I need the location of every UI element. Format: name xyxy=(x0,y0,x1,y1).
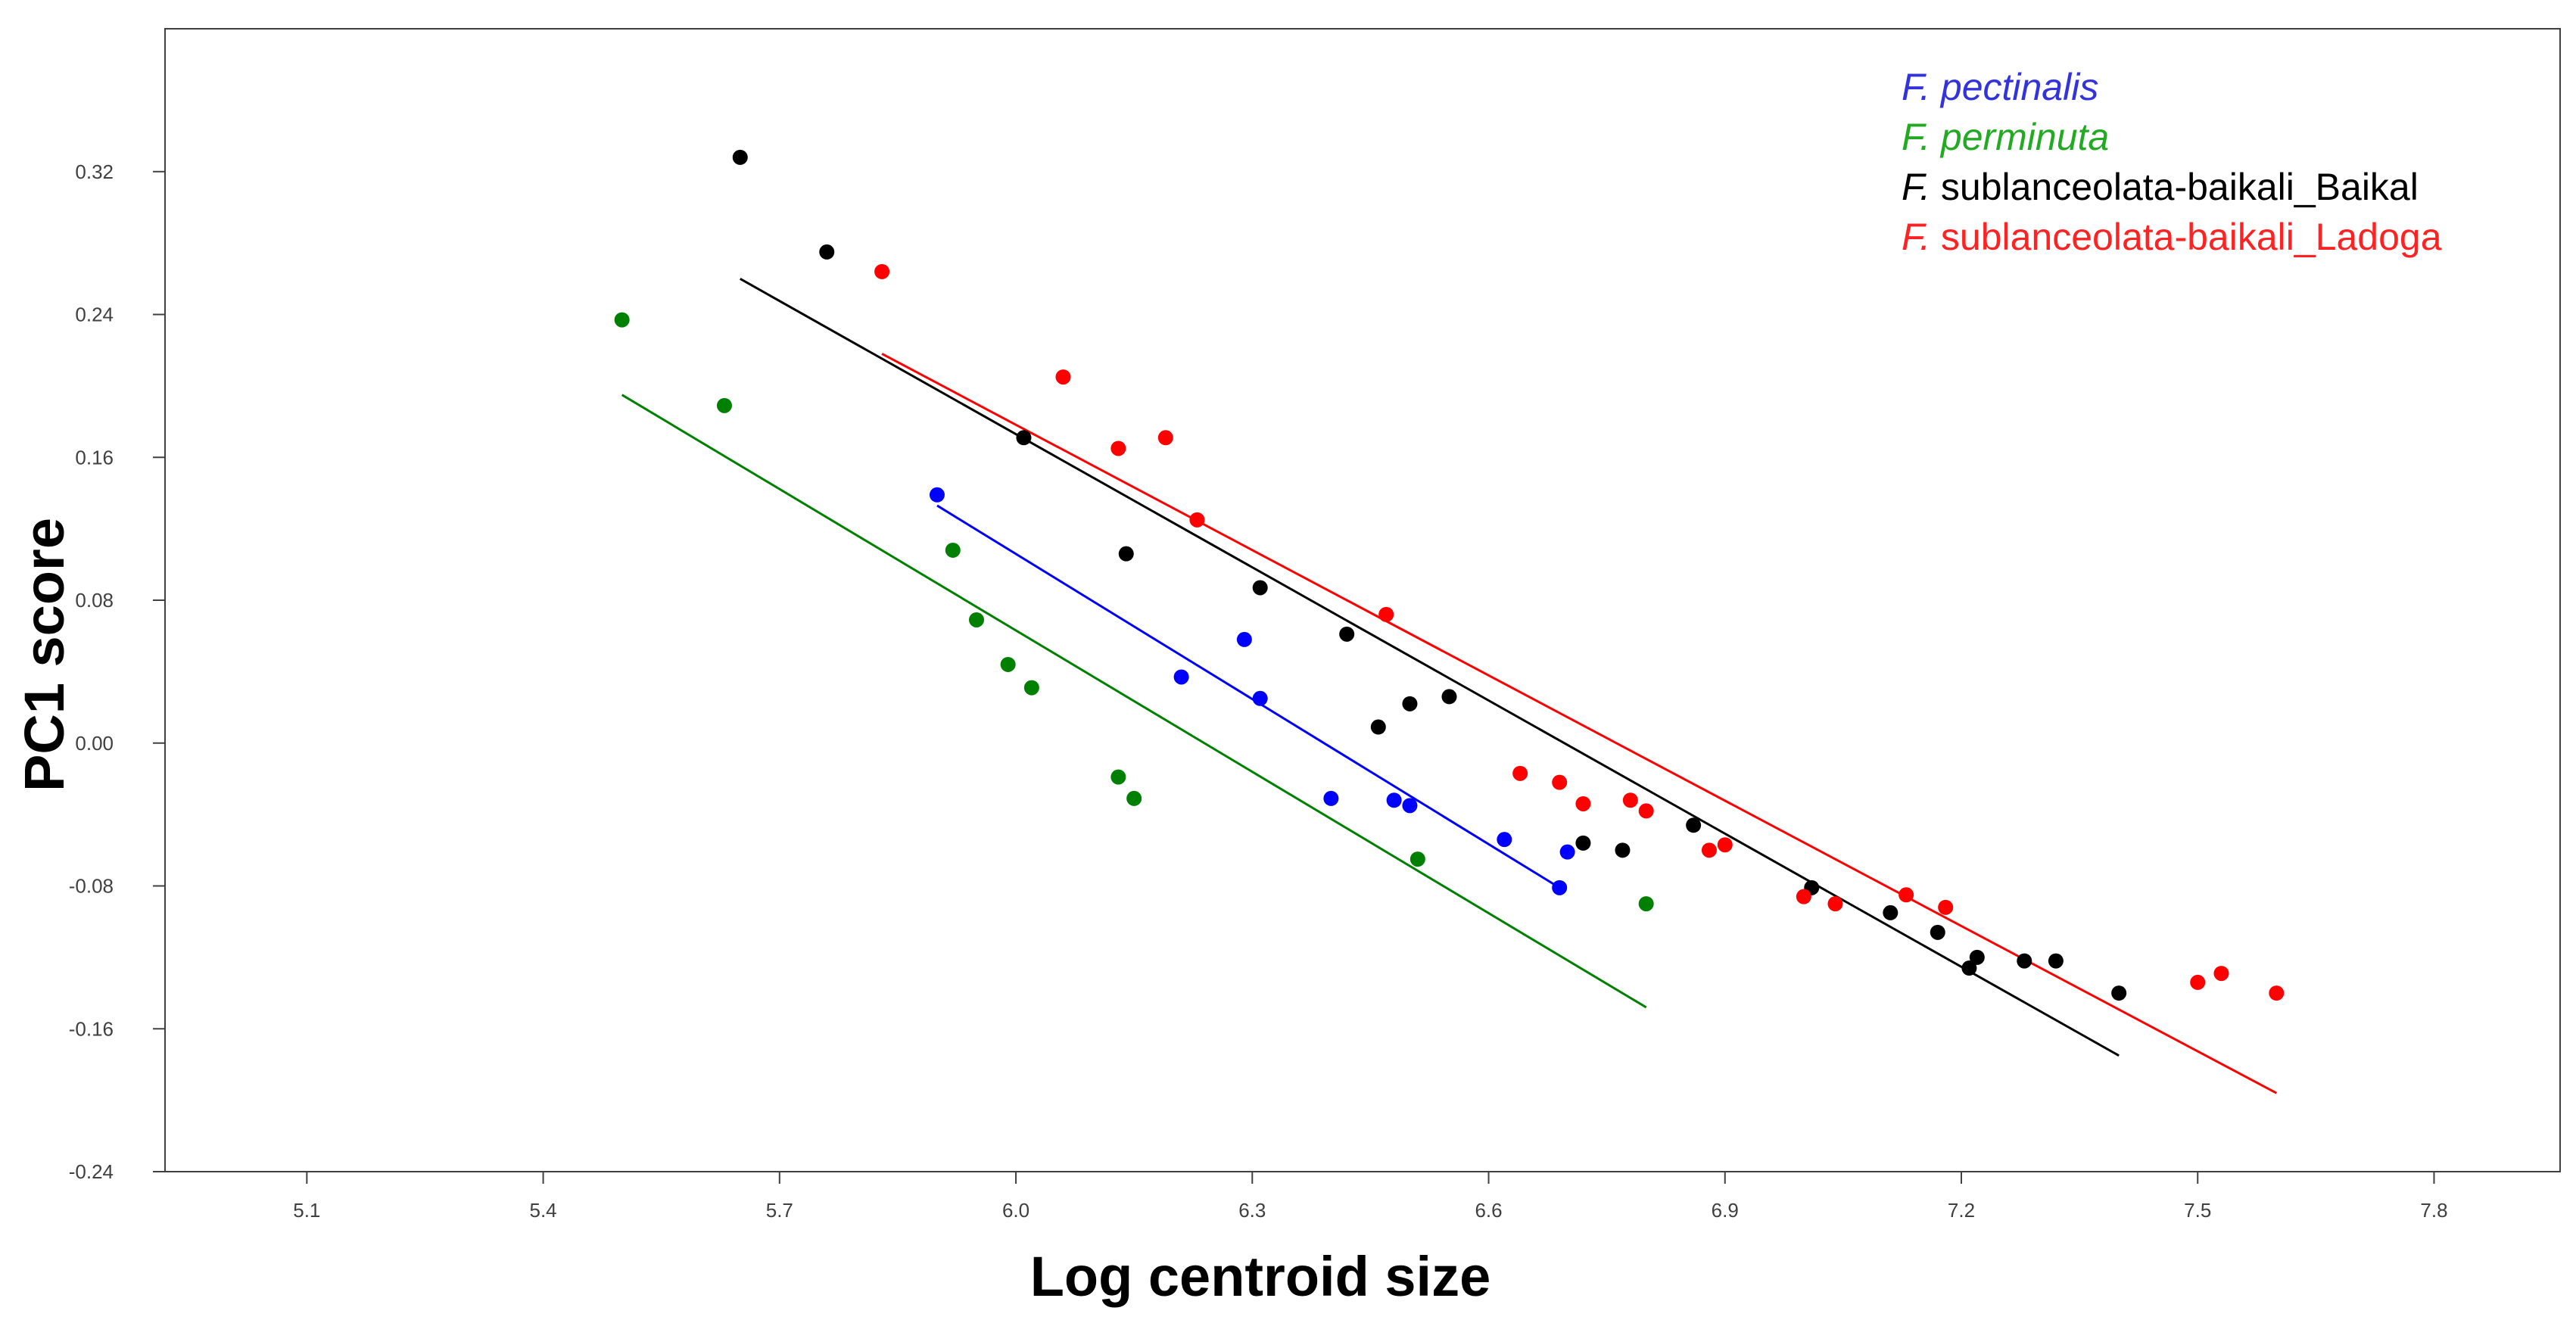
point-series-1 xyxy=(1110,769,1126,785)
axis-ticks: 5.1 5.4 5.7 6.0 6.3 6.6 6.9 7.2 7.5 7.8 -0.24 -0.16… xyxy=(69,160,2448,1222)
point-series-3 xyxy=(2213,966,2229,982)
point-series-0 xyxy=(1323,790,1339,806)
point-series-1 xyxy=(1409,851,1425,867)
legend-label-italic: F. perminuta xyxy=(1902,116,2109,158)
point-series-3 xyxy=(1938,899,1954,915)
point-series-2 xyxy=(1615,842,1631,858)
point-series-0 xyxy=(1552,879,1568,895)
point-series-3 xyxy=(2190,974,2206,990)
x-axis-title: Log centroid size xyxy=(1030,1245,1491,1308)
point-series-1 xyxy=(1000,656,1016,672)
point-series-3 xyxy=(1701,842,1717,858)
point-series-3 xyxy=(1552,774,1568,790)
point-series-2 xyxy=(1339,626,1355,642)
point-series-2 xyxy=(1402,696,1418,711)
y-tick-label: 0.32 xyxy=(75,160,114,183)
point-series-1 xyxy=(716,397,732,413)
fit-line-series-3 xyxy=(881,353,2278,1094)
legend-item: F. pectinalis xyxy=(1902,66,2098,108)
point-series-0 xyxy=(1497,832,1512,848)
legend-label-italic: F. pectinalis xyxy=(1902,66,2098,108)
x-tick-label: 5.4 xyxy=(530,1199,557,1222)
y-tick-label: -0.08 xyxy=(69,875,114,898)
point-series-2 xyxy=(1930,924,1945,940)
x-tick-label: 7.8 xyxy=(2420,1199,2447,1222)
point-series-1 xyxy=(614,312,630,328)
point-series-2 xyxy=(2017,953,2032,969)
point-series-3 xyxy=(1899,887,1914,903)
x-tick-label: 6.6 xyxy=(1475,1199,1502,1222)
legend-item: F. sublanceolata-baikali_Baikal xyxy=(1902,166,2419,208)
point-series-2 xyxy=(819,244,835,260)
point-series-2 xyxy=(1575,835,1591,851)
point-series-1 xyxy=(1638,896,1654,912)
point-series-3 xyxy=(1827,896,1843,912)
point-series-1 xyxy=(969,612,985,627)
point-series-2 xyxy=(1961,960,1977,976)
fit-line-series-0 xyxy=(936,504,1560,889)
legend-item: F. sublanceolata-baikali_Ladoga xyxy=(1902,216,2442,258)
point-series-0 xyxy=(1252,690,1268,706)
point-series-3 xyxy=(1189,512,1205,528)
y-tick-label: 0.24 xyxy=(75,304,114,326)
x-tick-label: 7.2 xyxy=(1948,1199,1975,1222)
point-series-3 xyxy=(1575,795,1591,811)
point-series-2 xyxy=(1441,689,1457,705)
point-series-3 xyxy=(1110,441,1126,456)
point-series-0 xyxy=(1386,792,1402,808)
point-series-2 xyxy=(1686,817,1702,833)
point-series-1 xyxy=(1126,790,1142,806)
point-series-3 xyxy=(1157,430,1173,446)
point-series-0 xyxy=(1173,669,1189,685)
legend: F. pectinalis F. perminuta F. sublanceolat… xyxy=(1902,66,2442,258)
y-tick-label: 0.08 xyxy=(75,589,114,612)
fit-line-series-1 xyxy=(621,394,1647,1009)
point-series-3 xyxy=(1796,889,1811,904)
point-series-2 xyxy=(1969,949,1985,965)
point-series-3 xyxy=(1717,837,1733,853)
y-tick-label: -0.16 xyxy=(69,1017,114,1040)
legend-label-rest: sublanceolata-baikali_Baikal xyxy=(1930,166,2419,208)
point-series-2 xyxy=(1118,546,1134,562)
y-tick-label: 0.00 xyxy=(75,732,114,755)
x-tick-label: 7.5 xyxy=(2184,1199,2211,1222)
legend-label-italic: F. xyxy=(1902,216,1930,258)
point-series-2 xyxy=(1252,580,1268,596)
point-series-1 xyxy=(945,542,961,558)
y-axis-title: PC1 score xyxy=(13,518,76,792)
legend-label-rest: sublanceolata-baikali_Ladoga xyxy=(1930,216,2442,258)
x-tick-label: 6.0 xyxy=(1002,1199,1029,1222)
point-series-3 xyxy=(874,263,890,279)
point-series-0 xyxy=(1559,844,1575,860)
point-series-2 xyxy=(1370,719,1386,735)
fit-line-series-2 xyxy=(740,278,2120,1057)
legend-item: F. perminuta xyxy=(1902,116,2109,158)
x-tick-label: 6.9 xyxy=(1712,1199,1739,1222)
x-tick-label: 5.7 xyxy=(766,1199,793,1222)
point-series-2 xyxy=(1016,430,1032,446)
point-series-1 xyxy=(1023,680,1039,696)
data-points xyxy=(614,149,2285,1001)
point-series-2 xyxy=(1883,904,1899,920)
x-tick-label: 6.3 xyxy=(1238,1199,1266,1222)
point-series-0 xyxy=(1402,798,1418,814)
point-series-3 xyxy=(1055,369,1071,385)
point-series-2 xyxy=(2111,985,2127,1001)
point-series-3 xyxy=(1512,765,1528,781)
point-series-0 xyxy=(1236,631,1252,647)
point-series-2 xyxy=(2048,953,2064,969)
y-tick-label: 0.16 xyxy=(75,446,114,469)
legend-label-italic: F. xyxy=(1902,166,1930,208)
point-series-0 xyxy=(929,487,945,503)
x-tick-label: 5.1 xyxy=(293,1199,320,1222)
point-series-3 xyxy=(2269,985,2285,1001)
point-series-2 xyxy=(732,149,748,165)
point-series-3 xyxy=(1638,803,1654,819)
point-series-3 xyxy=(1622,792,1638,808)
regression-lines xyxy=(621,278,2278,1094)
y-tick-label: -0.24 xyxy=(69,1160,114,1183)
point-series-3 xyxy=(1378,606,1394,622)
